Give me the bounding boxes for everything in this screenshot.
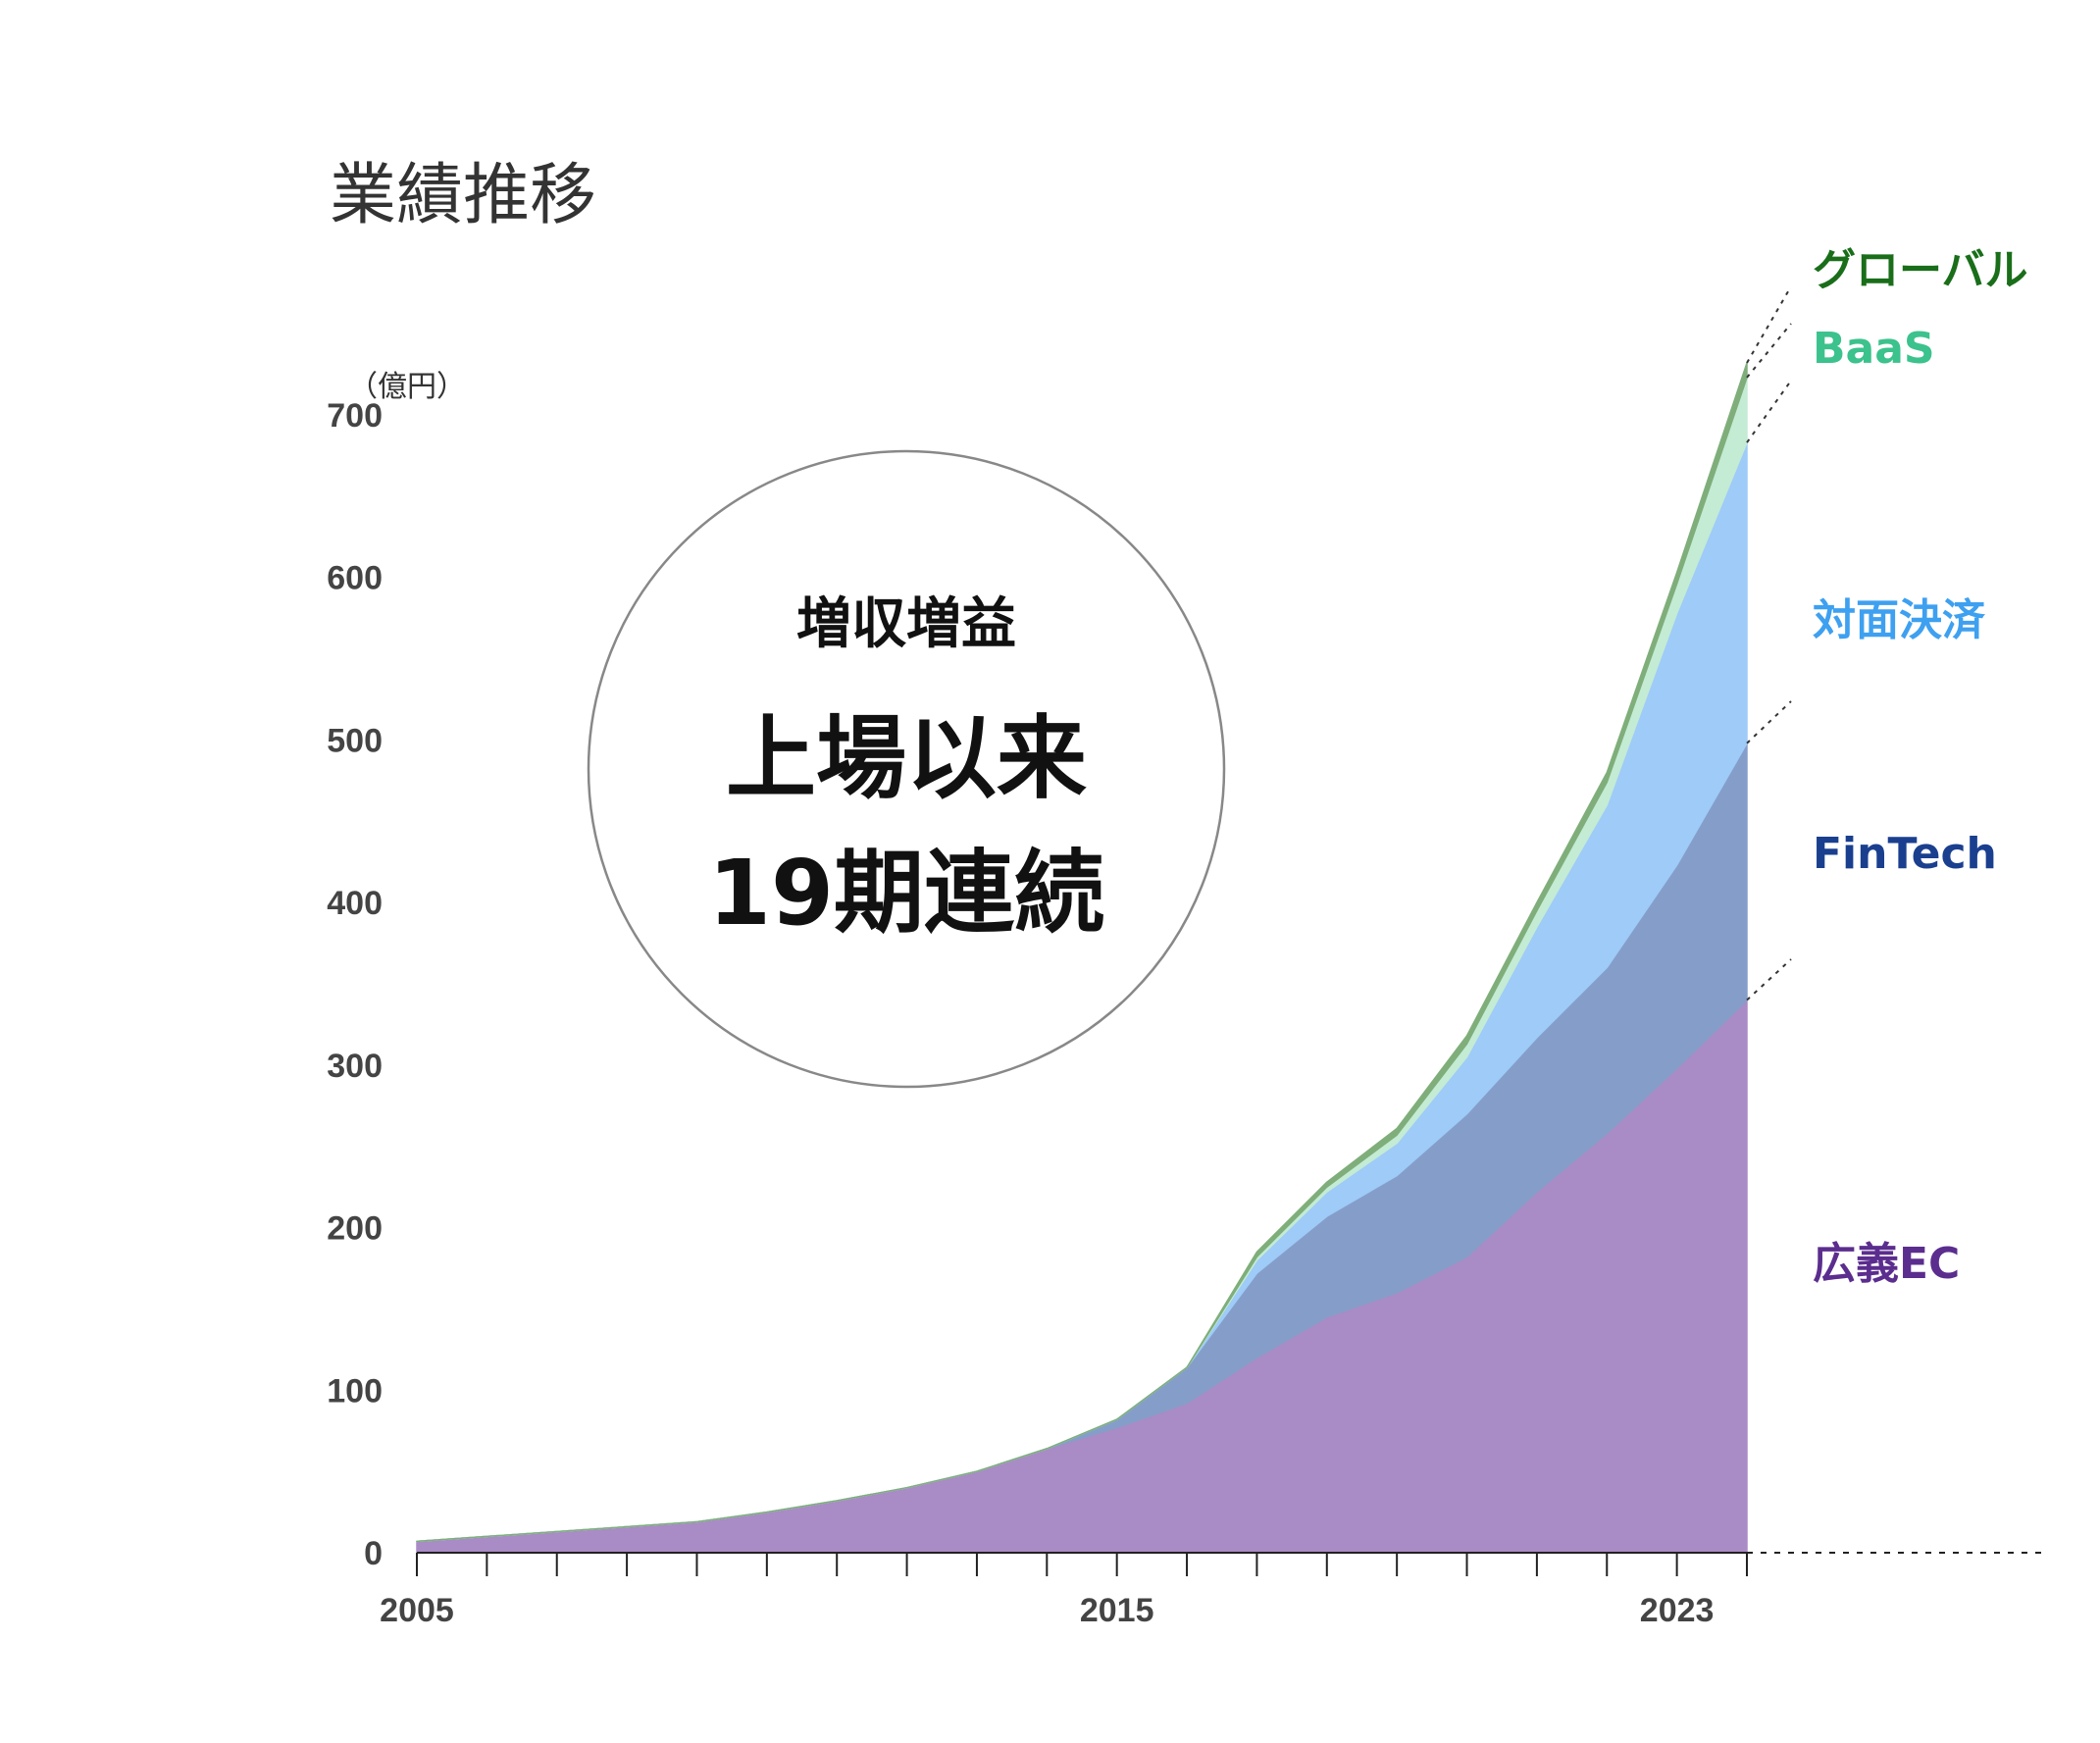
badge-line-1: 増収増益: [796, 592, 1016, 656]
chart-title: 業績推移: [330, 157, 596, 234]
legend-label-series-0: 広義EC: [1813, 1239, 1960, 1289]
x-tick-label: 2005: [380, 1592, 454, 1629]
y-tick-label: 0: [364, 1535, 383, 1572]
badge-line-2: 上場以来: [726, 706, 1087, 811]
legend-label-series-4: グローバル: [1813, 245, 2028, 295]
y-tick-label: 500: [327, 722, 383, 759]
y-axis-unit: （億円）: [348, 370, 466, 404]
leader-line-series-0: [1746, 958, 1792, 1001]
x-axis: 2005 2015 2023: [380, 1552, 2045, 1629]
x-tick-label: 2015: [1080, 1592, 1154, 1629]
y-tick-label: 300: [327, 1048, 383, 1085]
leader-line-series-1: [1746, 700, 1792, 744]
legend-leader-lines: [1746, 285, 1792, 1001]
y-axis: 0 100 200 300 400 500 600 700: [327, 397, 383, 1572]
y-tick-label: 200: [327, 1210, 383, 1248]
legend-label-series-2: 対面決済: [1813, 595, 1986, 645]
y-tick-label: 700: [327, 397, 383, 435]
leader-line-series-2: [1746, 380, 1792, 443]
legend-label-series-1: FinTech: [1813, 829, 1997, 879]
leader-line-series-4: [1746, 285, 1792, 364]
area-series-4: [416, 362, 1748, 1543]
legend: 広義EC FinTech 対面決済 BaaS グローバル: [1813, 245, 2028, 1289]
badge: 増収増益 上場以来 19期連続: [587, 449, 1226, 1089]
area-layers: [416, 362, 1748, 1554]
y-tick-label: 100: [327, 1372, 383, 1410]
x-tick-label: 2023: [1640, 1592, 1715, 1629]
badge-line-3: 19期連続: [708, 841, 1104, 946]
y-tick-label: 400: [327, 885, 383, 922]
badge-circle: [587, 449, 1226, 1089]
legend-label-series-3: BaaS: [1813, 324, 1935, 374]
y-tick-label: 600: [327, 560, 383, 597]
leader-line-series-3: [1746, 323, 1792, 379]
